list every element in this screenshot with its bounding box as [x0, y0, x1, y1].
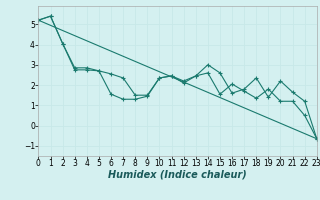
X-axis label: Humidex (Indice chaleur): Humidex (Indice chaleur) — [108, 170, 247, 180]
